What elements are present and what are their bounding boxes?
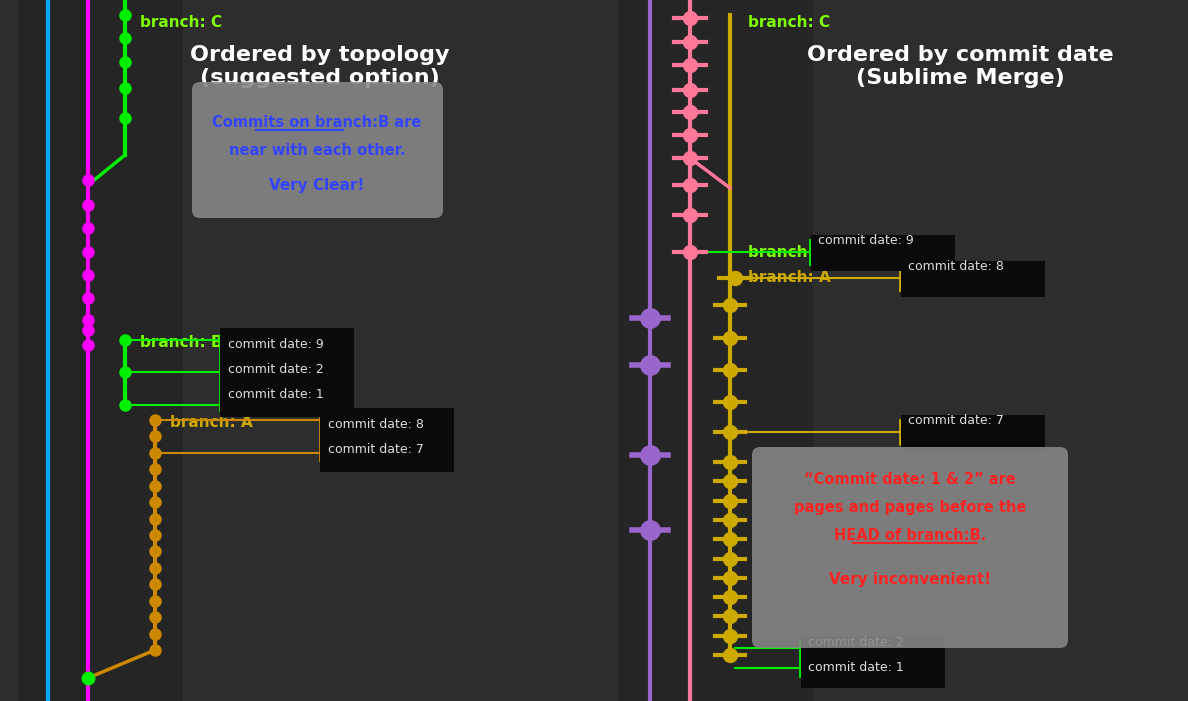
FancyBboxPatch shape — [901, 261, 1045, 297]
Text: branch: A: branch: A — [748, 270, 830, 285]
Text: “Commit date: 1 & 2” are: “Commit date: 1 & 2” are — [804, 472, 1016, 487]
FancyBboxPatch shape — [752, 447, 1068, 648]
FancyBboxPatch shape — [320, 408, 454, 472]
FancyBboxPatch shape — [811, 235, 955, 271]
Text: commit date: 8: commit date: 8 — [328, 418, 424, 431]
Text: commit date: 2: commit date: 2 — [808, 636, 904, 649]
Text: branch: C: branch: C — [748, 15, 830, 30]
Text: commit date: 8: commit date: 8 — [908, 260, 1004, 273]
FancyBboxPatch shape — [618, 0, 813, 701]
Text: commit date: 7: commit date: 7 — [908, 414, 1004, 427]
Text: branch: B: branch: B — [748, 245, 830, 260]
Text: Ordered by commit date
(Sublime Merge): Ordered by commit date (Sublime Merge) — [807, 45, 1113, 88]
Text: commit date: 2: commit date: 2 — [228, 363, 324, 376]
Text: commit date: 9: commit date: 9 — [228, 338, 324, 351]
Text: Very inconvenient!: Very inconvenient! — [829, 572, 991, 587]
Text: Commits on branch:B are: Commits on branch:B are — [213, 115, 422, 130]
FancyBboxPatch shape — [801, 636, 944, 688]
FancyBboxPatch shape — [901, 415, 1045, 451]
Text: Ordered by topology
(suggested option): Ordered by topology (suggested option) — [190, 45, 450, 88]
Text: pages and pages before the: pages and pages before the — [794, 500, 1026, 515]
Text: Very Clear!: Very Clear! — [270, 178, 365, 193]
FancyBboxPatch shape — [18, 0, 183, 701]
Text: commit date: 9: commit date: 9 — [819, 234, 914, 247]
Text: commit date: 1: commit date: 1 — [228, 388, 324, 401]
FancyBboxPatch shape — [220, 328, 354, 417]
Text: HEAD of branch:B.: HEAD of branch:B. — [834, 528, 986, 543]
Text: commit date: 7: commit date: 7 — [328, 443, 424, 456]
Text: branch: A: branch: A — [170, 415, 253, 430]
Text: commit date: 1: commit date: 1 — [808, 661, 904, 674]
Text: branch: B: branch: B — [140, 335, 222, 350]
Text: near with each other.: near with each other. — [229, 143, 405, 158]
Text: branch: C: branch: C — [140, 15, 222, 30]
FancyBboxPatch shape — [192, 82, 443, 218]
